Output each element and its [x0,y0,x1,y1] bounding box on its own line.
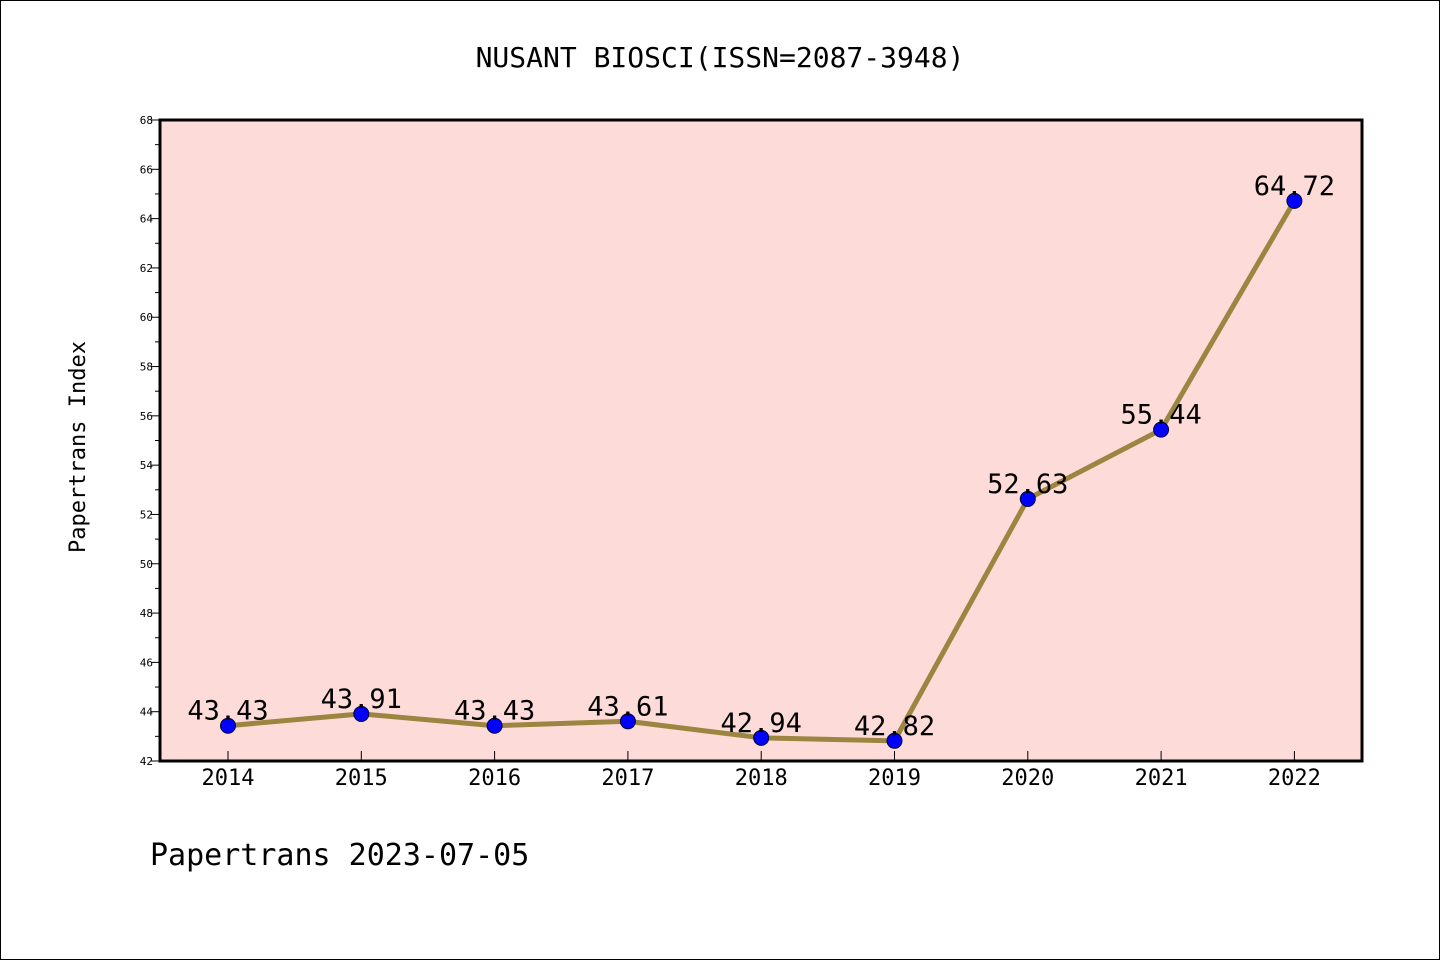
y-tick-label: 68 [140,114,153,127]
x-axis-ticks: 2014 2015 2016 2017 2018 2019 2020 2021 2022 [202,751,1321,791]
y-tick-label: 50 [140,558,153,571]
y-tick-label: 42 [140,755,153,768]
x-tick-label: 2017 [601,766,654,791]
markers-group [220,192,1303,749]
data-label: 43.43 [187,696,268,727]
y-axis-ticks: 42 44 46 48 50 52 54 56 58 60 62 64 66 68 [140,114,160,768]
data-label: 43.43 [454,696,535,727]
y-tick-label: 56 [140,410,153,423]
x-tick-label: 2021 [1135,766,1188,791]
x-tick-label: 2022 [1268,766,1321,791]
chart-title: NUSANT BIOSCI(ISSN=2087-3948) [476,41,965,74]
data-labels-group: 43.43 43.91 43.43 43.61 42.94 42.82 52.63 55.44… [187,171,1335,742]
y-tick-label: 60 [140,311,153,324]
footer-date: Papertrans 2023-07-05 [150,838,529,873]
data-point-marker [1286,192,1303,209]
data-point-marker [619,713,636,730]
data-label: 43.61 [587,691,668,722]
y-axis-label: Papertrans Index [66,341,91,553]
data-point-marker [353,705,370,722]
x-tick-label: 2016 [468,766,521,791]
data-point-marker [753,729,770,746]
data-label: 64.72 [1254,171,1335,202]
x-tick-label: 2018 [735,766,788,791]
x-tick-label: 2020 [1001,766,1054,791]
plot-border [158,118,1364,763]
data-point-marker [1153,421,1170,438]
x-tick-label: 2015 [335,766,388,791]
y-tick-label: 64 [140,213,154,226]
data-label: 42.82 [854,711,935,742]
data-point-marker [220,717,236,734]
y-tick-label: 66 [140,163,153,176]
data-point-marker [486,717,503,734]
data-label: 42.94 [721,708,802,739]
y-tick-label: 44 [140,706,154,719]
data-label: 43.91 [321,684,402,715]
data-point-marker [1019,490,1036,507]
y-tick-label: 52 [140,508,153,521]
data-point-marker [886,732,903,749]
data-label: 52.63 [987,469,1068,500]
x-tick-label: 2014 [202,766,255,791]
y-tick-label: 46 [140,656,153,669]
y-tick-label: 58 [140,361,153,374]
y-tick-label: 62 [140,262,153,275]
y-tick-label: 54 [140,459,154,472]
x-tick-label: 2019 [868,766,921,791]
plot-area [160,120,1362,761]
y-tick-label: 48 [140,607,153,620]
data-label: 55.44 [1120,400,1201,431]
